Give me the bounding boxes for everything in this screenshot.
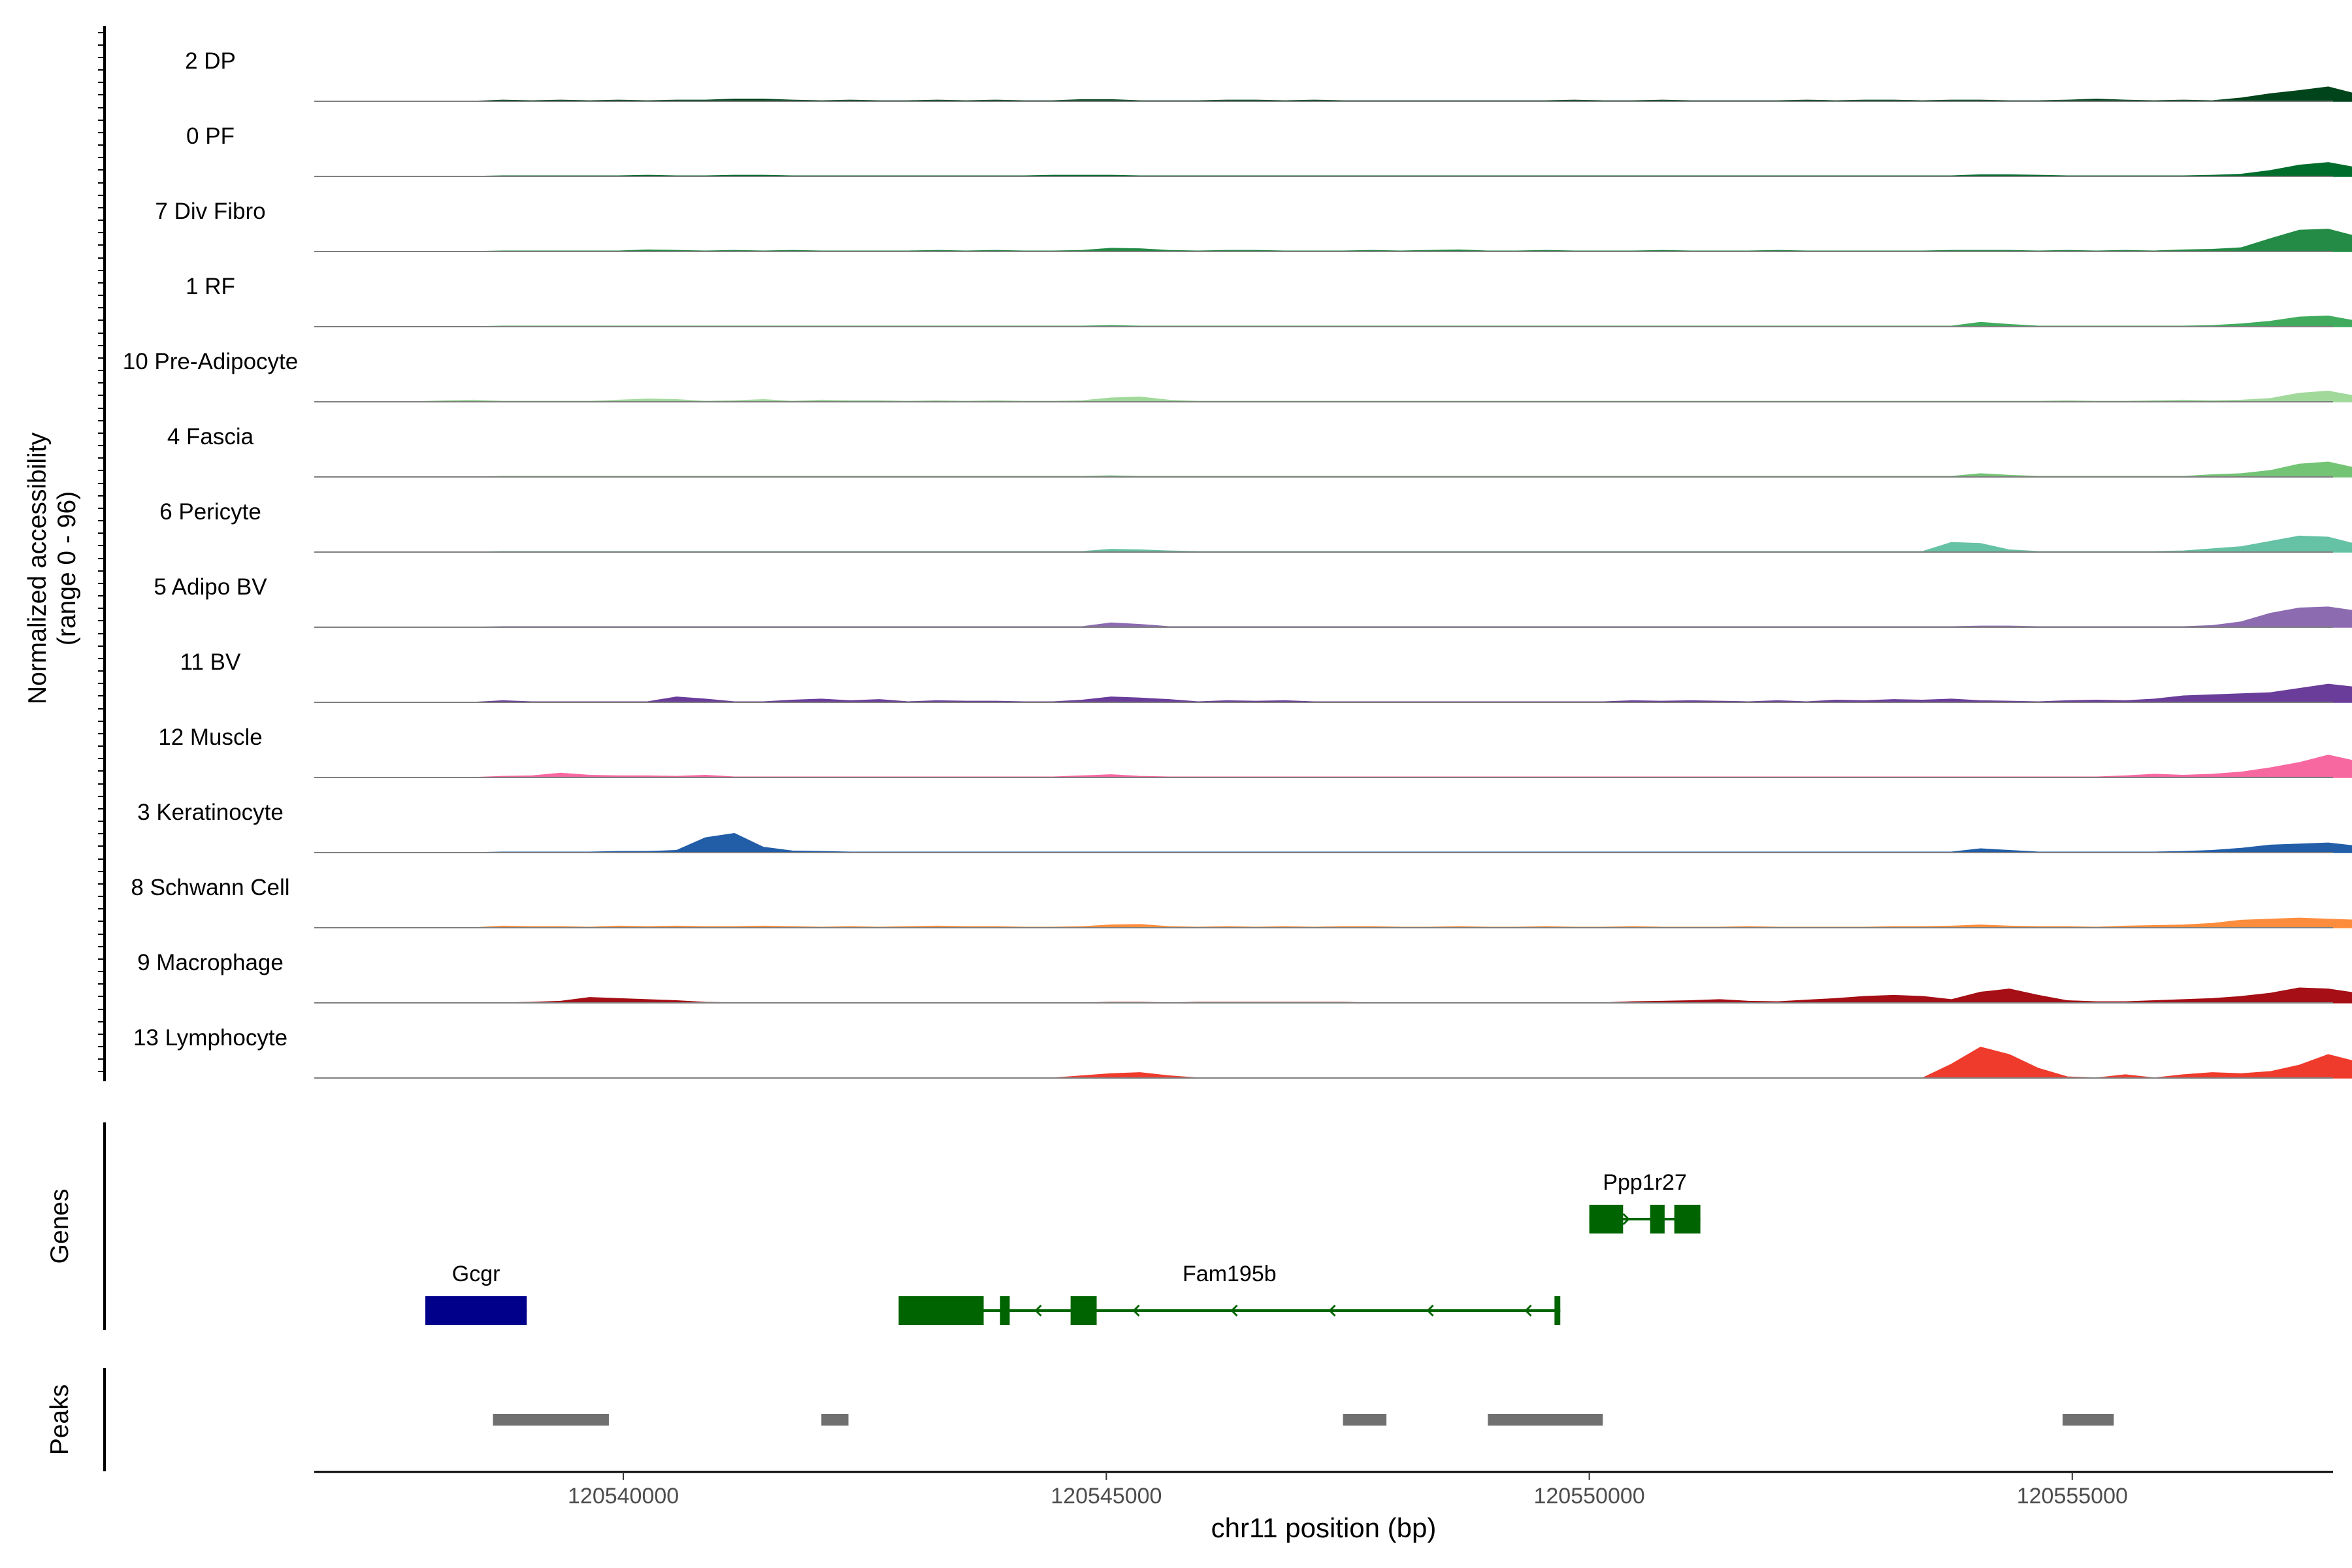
coverage-area-12-muscle	[314, 755, 2352, 778]
track-label-12-muscle: 12 Muscle	[158, 725, 263, 750]
coverage-area-11-bv	[314, 683, 2352, 703]
coverage-area-5-adipo-bv	[314, 606, 2352, 628]
track-label-0-pf: 0 PF	[186, 123, 235, 149]
gene-exon	[425, 1296, 527, 1325]
coverage-area-0-pf	[314, 162, 2352, 177]
coverage-area-13-lymphocyte	[314, 1047, 2352, 1079]
gene-label-fam195b: Fam195b	[1183, 1262, 1277, 1286]
gene-exon	[1070, 1296, 1097, 1325]
y-axis-title: Normalized accessibility (range 0 - 96)	[24, 432, 81, 704]
coverage-area-6-pericyte	[314, 535, 2352, 553]
x-axis: chr11 position (bp) 120540000 120545000 12…	[314, 1471, 2333, 1543]
track-label-9-macrophage: 9 Macrophage	[137, 950, 284, 975]
strand-arrow	[1230, 1304, 1238, 1317]
peak-bar	[1488, 1414, 1603, 1426]
x-axis-tick-label: 120550000	[1533, 1484, 1644, 1509]
track-label-11-bv: 11 BV	[180, 649, 241, 675]
gene-gcgr: Gcgr	[425, 1262, 527, 1325]
coverage-area-8-schwann-cell	[314, 917, 2352, 928]
gene-exon	[1000, 1296, 1010, 1325]
y-axis-label: Normalized accessibility	[24, 432, 52, 704]
track-12-muscle: 12 Muscle	[158, 725, 2352, 778]
x-axis-tick-label: 120555000	[2017, 1484, 2128, 1509]
gene-exon	[898, 1296, 984, 1325]
track-label-1-rf: 1 RF	[186, 274, 235, 299]
x-axis-tick-label: 120540000	[568, 1484, 679, 1509]
track-label-7-div-fibro: 7 Div Fibro	[155, 199, 265, 224]
track-label-10-pre-adipocyte: 10 Pre-Adipocyte	[123, 349, 298, 374]
gene-label-gcgr: Gcgr	[452, 1262, 500, 1286]
track-2-dp: 2 DP	[185, 48, 2352, 102]
gene-fam195b: Fam195b	[898, 1262, 1561, 1325]
track-3-keratinocyte: 3 Keratinocyte	[137, 800, 2352, 853]
gene-ppp1r27: Ppp1r27	[1589, 1170, 1701, 1233]
x-axis-tick-label: 120545000	[1051, 1484, 1162, 1509]
track-label-8-schwann-cell: 8 Schwann Cell	[131, 875, 289, 900]
genes-track: Genes Gcgr Fam195b Ppp1r27	[46, 1122, 1701, 1330]
track-9-macrophage: 9 Macrophage	[137, 950, 2352, 1004]
genes-track-label: Genes	[46, 1189, 74, 1264]
x-axis-title: chr11 position (bp)	[1211, 1512, 1437, 1543]
track-label-6-pericyte: 6 Pericyte	[159, 499, 261, 525]
coverage-area-2-dp	[314, 86, 2352, 102]
peaks-track: Peaks	[46, 1368, 2114, 1471]
track-8-schwann-cell: 8 Schwann Cell	[131, 875, 2352, 928]
coverage-area-3-keratinocyte	[314, 833, 2352, 853]
track-label-4-fascia: 4 Fascia	[167, 424, 254, 449]
track-6-pericyte: 6 Pericyte	[159, 499, 2352, 553]
peak-bar	[2063, 1414, 2114, 1426]
gene-exon	[1589, 1205, 1624, 1233]
track-1-rf: 1 RF	[186, 274, 2352, 327]
track-13-lymphocyte: 13 Lymphocyte	[133, 1025, 2352, 1079]
track-label-13-lymphocyte: 13 Lymphocyte	[133, 1025, 287, 1051]
coverage-tracks: 2 DP 0 PF 7 Div Fibro 1 RF 10 Pre-Adipocyte 4…	[98, 26, 2352, 1081]
track-5-adipo-bv: 5 Adipo BV	[154, 574, 2352, 628]
track-label-5-adipo-bv: 5 Adipo BV	[154, 574, 267, 600]
peak-bar	[821, 1414, 849, 1426]
peaks-track-label: Peaks	[46, 1384, 74, 1455]
strand-arrow	[1524, 1304, 1532, 1317]
coverage-area-4-fascia	[314, 461, 2352, 478]
strand-arrow	[1426, 1304, 1434, 1317]
strand-arrow	[1034, 1304, 1042, 1317]
peak-bar	[1343, 1414, 1387, 1426]
gene-exon	[1650, 1205, 1665, 1233]
coverage-area-10-pre-adipocyte	[314, 391, 2352, 402]
track-label-3-keratinocyte: 3 Keratinocyte	[137, 800, 284, 825]
strand-arrow	[1622, 1213, 1630, 1226]
track-0-pf: 0 PF	[186, 123, 2352, 177]
strand-arrow	[1132, 1304, 1140, 1317]
track-label-2-dp: 2 DP	[185, 48, 236, 74]
track-4-fascia: 4 Fascia	[167, 424, 2352, 478]
coverage-area-1-rf	[314, 316, 2352, 327]
track-10-pre-adipocyte: 10 Pre-Adipocyte	[123, 349, 2352, 402]
gene-exon	[1674, 1205, 1701, 1233]
gene-label-ppp1r27: Ppp1r27	[1603, 1170, 1687, 1195]
track-11-bv: 11 BV	[180, 649, 2352, 703]
strand-arrow	[1328, 1304, 1336, 1317]
y-axis-range: (range 0 - 96)	[53, 491, 81, 645]
peak-bar	[493, 1414, 609, 1426]
coverage-area-7-div-fibro	[314, 229, 2352, 252]
gene-exon	[1554, 1296, 1561, 1325]
track-7-div-fibro: 7 Div Fibro	[155, 199, 2352, 252]
coverage-area-9-macrophage	[314, 987, 2352, 1004]
